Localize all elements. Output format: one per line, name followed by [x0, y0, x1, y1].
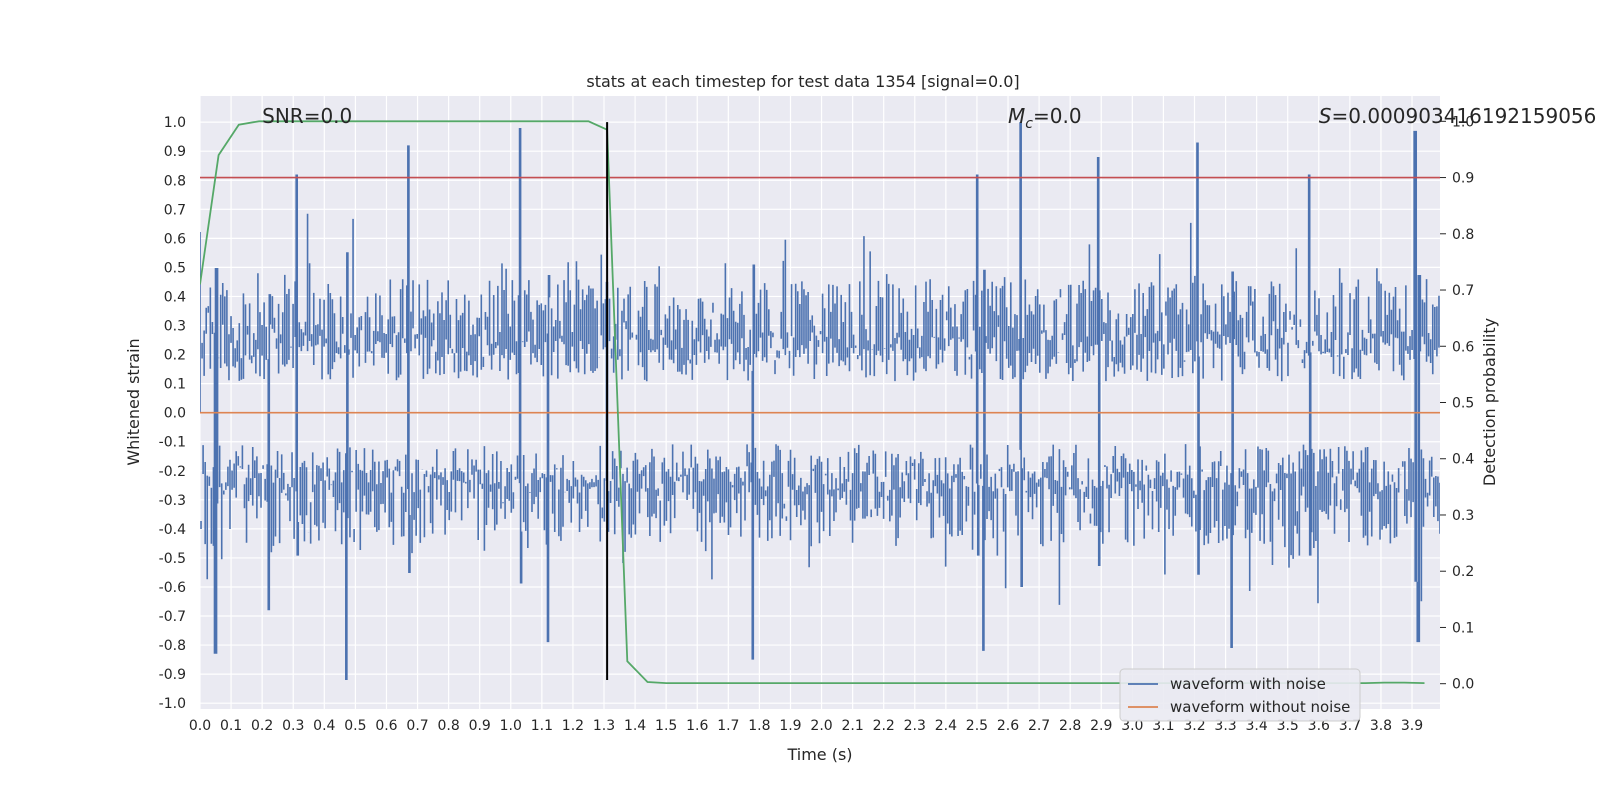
y-tick-label: -1.0 — [159, 696, 186, 712]
x-tick-label: 2.2 — [873, 718, 895, 734]
x-tick-label: 3.4 — [1246, 718, 1268, 734]
x-tick-label: 1.8 — [748, 718, 770, 734]
y-tick-label: 0.4 — [164, 289, 186, 305]
y-tick-label: 0.3 — [164, 319, 186, 335]
x-tick-label: 2.5 — [966, 718, 988, 734]
y2-tick-label: 0.4 — [1452, 452, 1474, 468]
x-tick-label: 1.6 — [686, 718, 708, 734]
x-tick-label: 3.5 — [1277, 718, 1299, 734]
legend: waveform with noise waveform without nois… — [1119, 668, 1361, 722]
y-tick-label: -0.1 — [159, 435, 186, 451]
x-tick-label: 1.0 — [500, 718, 522, 734]
y-tick-label: -0.5 — [159, 551, 186, 567]
y-tick-label: -0.7 — [159, 609, 186, 625]
x-tick-label: 0.0 — [189, 718, 211, 734]
y-tick-label: 0.0 — [164, 406, 186, 422]
chart-title: stats at each timestep for test data 135… — [586, 72, 1019, 91]
y-tick-label: 0.1 — [164, 377, 186, 393]
x-tick-label: 1.1 — [531, 718, 553, 734]
x-tick-label: 2.9 — [1090, 718, 1112, 734]
chirp-mass-annotation: Mc=0.0 — [1008, 104, 1082, 132]
x-tick-label: 3.8 — [1370, 718, 1392, 734]
x-tick-label: 2.7 — [1028, 718, 1050, 734]
y-tick-label: -0.2 — [159, 464, 186, 480]
x-tick-label: 1.7 — [717, 718, 739, 734]
y-tick-label: -0.3 — [159, 493, 186, 509]
y2-tick-label: 0.2 — [1452, 564, 1474, 580]
x-tick-label: 3.0 — [1121, 718, 1143, 734]
x-tick-label: 0.5 — [344, 718, 366, 734]
waveform-with-noise-series — [200, 122, 1440, 680]
x-tick-label: 1.9 — [779, 718, 801, 734]
snr-annotation: SNR=0.0 — [262, 104, 352, 128]
y2-tick-labels: 0.0 0.1 0.2 0.3 0.4 0.5 0.6 0.7 0.8 0.9 1.0 — [1440, 114, 1474, 693]
x-tick-labels: 0.0 0.1 0.2 0.3 0.4 0.5 0.6 0.7 0.8 0.9 1.0 1.1 1.2 1… — [189, 718, 1423, 734]
x-tick-label: 0.8 — [437, 718, 459, 734]
y-tick-label: 0.5 — [164, 260, 186, 276]
x-tick-label: 2.4 — [935, 718, 957, 734]
y-axis-label: Whitened strain — [124, 338, 143, 465]
x-tick-label: 0.3 — [282, 718, 304, 734]
x-tick-label: 1.2 — [562, 718, 584, 734]
y-tick-label: 0.6 — [164, 231, 186, 247]
x-tick-label: 2.1 — [841, 718, 863, 734]
x-tick-label: 0.4 — [313, 718, 335, 734]
x-tick-label: 3.7 — [1339, 718, 1361, 734]
y2-axis-label: Detection probability — [1480, 318, 1499, 486]
y2-tick-label: 0.9 — [1452, 171, 1474, 187]
y-tick-label: -0.4 — [159, 522, 186, 538]
x-tick-label: 1.3 — [593, 718, 615, 734]
x-tick-label: 1.4 — [624, 718, 646, 734]
x-axis-label: Time (s) — [786, 745, 852, 764]
y-tick-label: -0.8 — [159, 638, 186, 654]
x-tick-label: 0.1 — [220, 718, 242, 734]
y-tick-label: -0.9 — [159, 667, 186, 683]
y2-tick-label: 0.5 — [1452, 396, 1474, 412]
x-tick-label: 2.0 — [810, 718, 832, 734]
x-tick-label: 3.9 — [1401, 718, 1423, 734]
y2-tick-label: 0.1 — [1452, 620, 1474, 636]
y2-tick-label: 0.6 — [1452, 339, 1474, 355]
y-tick-labels: -1.0 -0.9 -0.8 -0.7 -0.6 -0.5 -0.4 -0.3 -0.2 -0.1… — [159, 115, 186, 712]
y-tick-label: 0.8 — [164, 173, 186, 189]
y-tick-label: 0.2 — [164, 348, 186, 364]
waveform-with-noise-line — [200, 122, 1440, 680]
y2-tick-label: 0.0 — [1452, 677, 1474, 693]
y-tick-label: 0.9 — [164, 144, 186, 160]
y-tick-label: -0.6 — [159, 580, 186, 596]
x-tick-label: 0.2 — [251, 718, 273, 734]
y-tick-label: 1.0 — [164, 115, 186, 131]
x-tick-label: 0.6 — [375, 718, 397, 734]
x-tick-label: 3.2 — [1183, 718, 1205, 734]
y2-tick-label: 0.7 — [1452, 283, 1474, 299]
x-tick-label: 3.3 — [1214, 718, 1236, 734]
y2-tick-label: 1.0 — [1452, 114, 1474, 130]
x-tick-label: 0.9 — [469, 718, 491, 734]
x-tick-label: 1.5 — [655, 718, 677, 734]
legend-label: waveform with noise — [1170, 675, 1326, 693]
legend-box — [1119, 668, 1361, 722]
x-tick-label: 3.6 — [1308, 718, 1330, 734]
y2-tick-label: 0.8 — [1452, 227, 1474, 243]
y2-tick-label: 0.3 — [1452, 508, 1474, 524]
x-tick-label: 2.8 — [1059, 718, 1081, 734]
x-tick-label: 3.1 — [1152, 718, 1174, 734]
x-tick-label: 2.6 — [997, 718, 1019, 734]
y-tick-label: 0.7 — [164, 202, 186, 218]
spin-annotation: S=0.000903416192159056 — [1319, 104, 1597, 128]
legend-label: waveform without noise — [1170, 698, 1350, 716]
x-tick-label: 2.3 — [904, 718, 926, 734]
x-tick-label: 0.7 — [406, 718, 428, 734]
annotations: SNR=0.0 Mc=0.0 S=0.000903416192159056 — [262, 104, 1596, 132]
